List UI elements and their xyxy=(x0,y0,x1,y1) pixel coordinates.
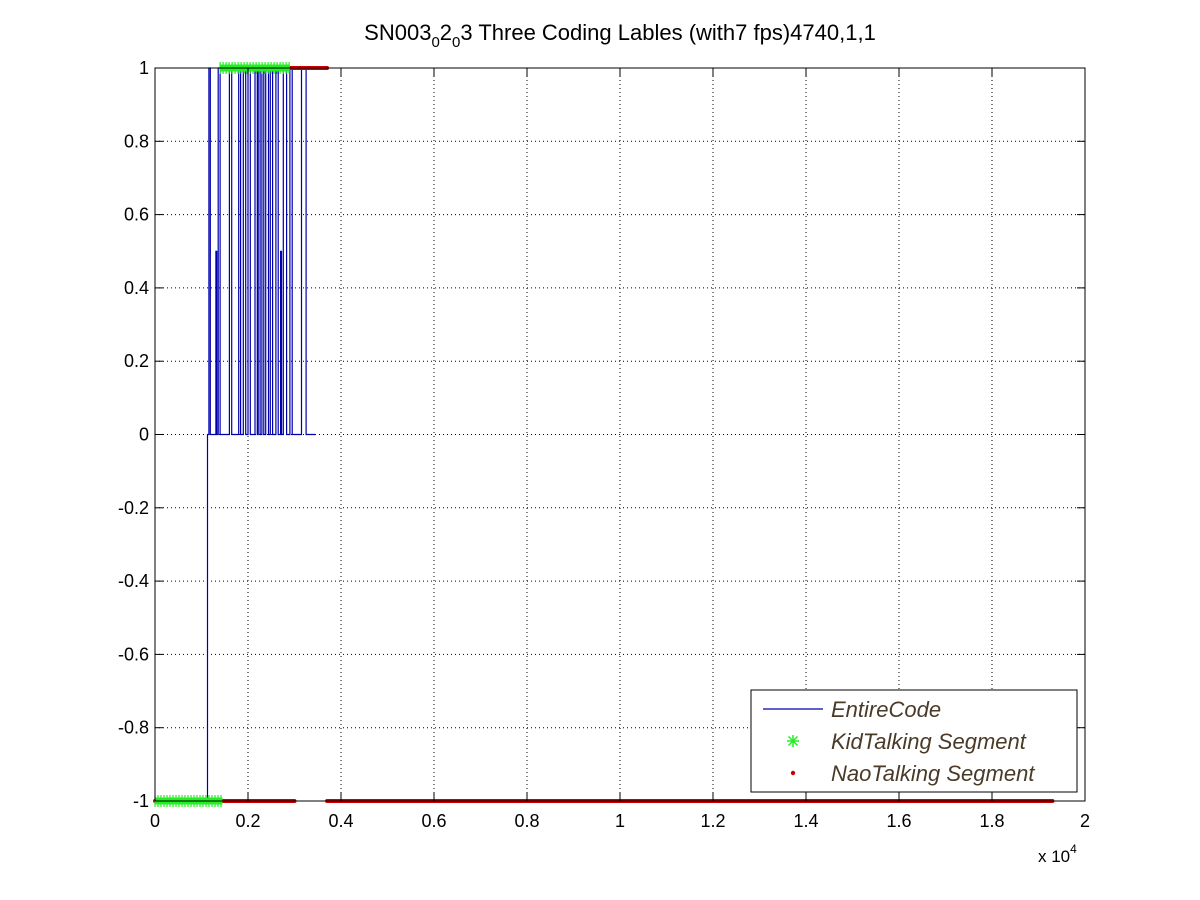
x-tick-label: 1.2 xyxy=(700,811,725,831)
ticks: 0 0.2 0.4 0.6 0.8 1 1.2 1.4 1.6 1.8 2 1 0.8 0.6 0.4 0.2… xyxy=(118,58,1090,831)
chart-title-sub2: 0 xyxy=(452,34,460,51)
x-tick-label: 2 xyxy=(1080,811,1090,831)
chart-title-tail: 3 Three Coding Lables (with7 fps)4740,1,… xyxy=(460,20,875,45)
legend-label: NaoTalking Segment xyxy=(831,761,1035,786)
grid xyxy=(155,68,1085,801)
legend-star-swatch xyxy=(787,735,799,747)
legend: EntireCode KidTalking Segment NaoTalking S… xyxy=(750,689,1078,793)
x-tick-label: 0.8 xyxy=(514,811,539,831)
chart-title-mid: 2 xyxy=(440,20,452,45)
legend-dot-swatch xyxy=(790,770,796,776)
series-entirecode-line xyxy=(155,67,316,802)
y-tick-label: 0.8 xyxy=(124,131,149,151)
x-tick-label: 1.8 xyxy=(979,811,1004,831)
y-tick-label: -0.8 xyxy=(118,718,149,738)
x-tick-label: 0.6 xyxy=(421,811,446,831)
y-tick-label: -0.4 xyxy=(118,571,149,591)
legend-star-stroke xyxy=(787,735,799,747)
chart-title-main: SN003 xyxy=(364,20,431,45)
legend-box xyxy=(750,689,1078,793)
x-tick-label: 0.4 xyxy=(328,811,353,831)
x-tick-label: 0.2 xyxy=(235,811,260,831)
y-tick-label: 0.4 xyxy=(124,278,149,298)
x-multiplier-exponent: 4 xyxy=(1070,842,1077,856)
chart-title: SN0030203 Three Coding Lables (with7 fps… xyxy=(364,20,876,51)
y-tick-label: 1 xyxy=(139,58,149,78)
x-multiplier-label: x 104 xyxy=(1038,842,1077,866)
chart-title-sub1: 0 xyxy=(431,34,439,51)
y-tick-label: 0.6 xyxy=(124,205,149,225)
y-tick-label: 0 xyxy=(139,425,149,445)
x-tick-label: 1.6 xyxy=(886,811,911,831)
y-tick-label: -0.2 xyxy=(118,498,149,518)
x-tick-label: 1.4 xyxy=(793,811,818,831)
y-tick-label: 0.2 xyxy=(124,351,149,371)
x-multiplier-prefix: x 10 xyxy=(1038,847,1070,866)
legend-label: KidTalking Segment xyxy=(831,729,1027,754)
x-tick-label: 1 xyxy=(615,811,625,831)
legend-label: EntireCode xyxy=(831,697,941,722)
x-tick-label: 0 xyxy=(150,811,160,831)
y-tick-label: -0.6 xyxy=(118,644,149,664)
y-tick-label: -1 xyxy=(133,791,149,811)
